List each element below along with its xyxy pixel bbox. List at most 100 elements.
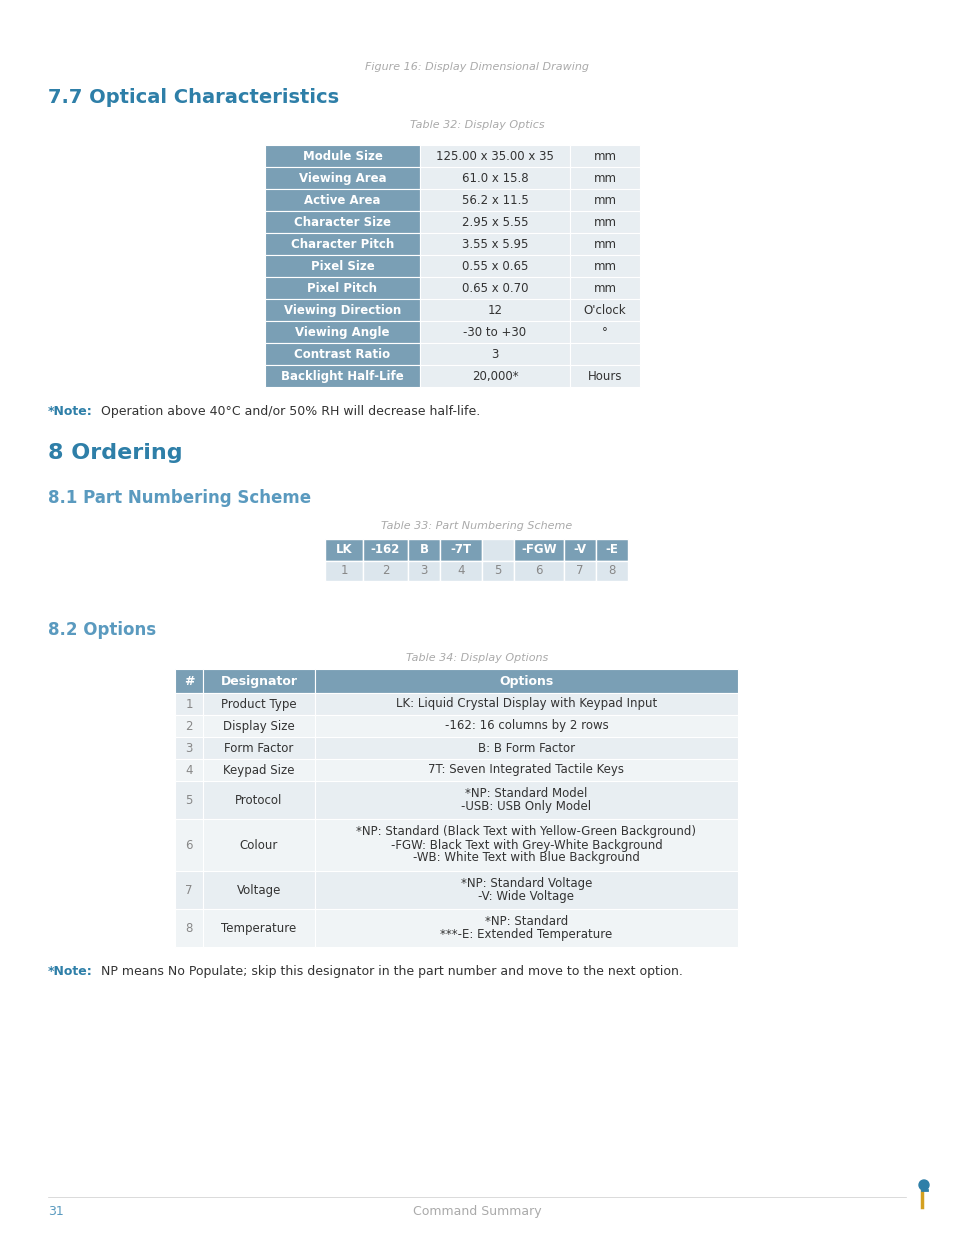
Text: 2.95 x 5.55: 2.95 x 5.55: [461, 216, 528, 228]
Bar: [314, 669, 738, 693]
Text: Viewing Direction: Viewing Direction: [284, 304, 400, 317]
Text: -E: -E: [605, 543, 618, 556]
Text: 1: 1: [185, 698, 193, 711]
Text: -V: Wide Voltage: -V: Wide Voltage: [478, 890, 574, 903]
Text: 8.2 Options: 8.2 Options: [48, 621, 156, 638]
Bar: [314, 760, 738, 781]
Text: mm: mm: [593, 216, 616, 228]
Text: *NP: Standard Model: *NP: Standard Model: [465, 787, 587, 800]
Bar: [174, 715, 203, 737]
Bar: [174, 781, 203, 819]
Text: Viewing Angle: Viewing Angle: [294, 326, 390, 338]
Bar: [569, 189, 639, 211]
Bar: [563, 538, 596, 561]
Circle shape: [918, 1179, 928, 1191]
Text: Backlight Half-Life: Backlight Half-Life: [281, 370, 403, 383]
Text: *NP: Standard: *NP: Standard: [484, 915, 568, 927]
Text: Display Size: Display Size: [223, 720, 294, 734]
Text: Figure 16: Display Dimensional Drawing: Figure 16: Display Dimensional Drawing: [365, 62, 588, 72]
Text: mm: mm: [593, 238, 616, 251]
Text: LK: Liquid Crystal Display with Keypad Input: LK: Liquid Crystal Display with Keypad I…: [395, 698, 657, 710]
Bar: [408, 538, 439, 561]
Bar: [203, 871, 314, 909]
Text: 56.2 x 11.5: 56.2 x 11.5: [461, 194, 528, 207]
Bar: [419, 211, 569, 233]
Bar: [419, 321, 569, 343]
Bar: [563, 561, 596, 580]
Text: -162: 16 columns by 2 rows: -162: 16 columns by 2 rows: [444, 720, 608, 732]
Bar: [481, 538, 514, 561]
Text: 2: 2: [185, 720, 193, 734]
Text: *Note:: *Note:: [48, 965, 92, 978]
Text: Character Size: Character Size: [294, 216, 391, 228]
Bar: [569, 366, 639, 387]
Bar: [419, 189, 569, 211]
Bar: [314, 781, 738, 819]
Text: 20,000*: 20,000*: [471, 370, 517, 383]
Text: -162: -162: [371, 543, 399, 556]
Bar: [439, 561, 481, 580]
Text: 7: 7: [576, 564, 583, 577]
Text: Table 34: Display Options: Table 34: Display Options: [405, 653, 548, 663]
Text: 4: 4: [185, 764, 193, 777]
Text: 3.55 x 5.95: 3.55 x 5.95: [461, 238, 528, 251]
Text: *NP: Standard Voltage: *NP: Standard Voltage: [460, 877, 592, 890]
Text: *Note:: *Note:: [48, 405, 92, 417]
Text: Pixel Pitch: Pixel Pitch: [307, 282, 377, 295]
Bar: [174, 737, 203, 760]
Text: Command Summary: Command Summary: [413, 1205, 540, 1218]
Bar: [481, 561, 514, 580]
Bar: [265, 211, 419, 233]
Bar: [314, 819, 738, 871]
Text: Table 33: Part Numbering Scheme: Table 33: Part Numbering Scheme: [381, 521, 572, 531]
Text: -USB: USB Only Model: -USB: USB Only Model: [461, 800, 591, 813]
Text: -FGW: -FGW: [520, 543, 557, 556]
Text: Active Area: Active Area: [304, 194, 380, 207]
Bar: [419, 167, 569, 189]
Bar: [265, 189, 419, 211]
Bar: [325, 538, 363, 561]
Text: -V: -V: [573, 543, 586, 556]
Bar: [265, 233, 419, 254]
Text: #: #: [184, 676, 194, 688]
Bar: [569, 321, 639, 343]
Bar: [596, 538, 627, 561]
Text: Colour: Colour: [239, 839, 278, 852]
Text: 8.1 Part Numbering Scheme: 8.1 Part Numbering Scheme: [48, 489, 311, 508]
Bar: [569, 144, 639, 167]
Text: Temperature: Temperature: [221, 923, 296, 935]
Bar: [314, 737, 738, 760]
Bar: [569, 299, 639, 321]
Bar: [314, 693, 738, 715]
Text: Protocol: Protocol: [235, 794, 282, 806]
Text: 125.00 x 35.00 x 35: 125.00 x 35.00 x 35: [436, 149, 554, 163]
Text: 0.55 x 0.65: 0.55 x 0.65: [461, 261, 528, 273]
Bar: [363, 561, 408, 580]
Bar: [265, 299, 419, 321]
Text: 3: 3: [185, 742, 193, 755]
Text: -WB: White Text with Blue Background: -WB: White Text with Blue Background: [413, 851, 639, 864]
Text: Operation above 40°C and/or 50% RH will decrease half-life.: Operation above 40°C and/or 50% RH will …: [101, 405, 479, 417]
Text: Module Size: Module Size: [302, 149, 382, 163]
Text: Table 32: Display Optics: Table 32: Display Optics: [409, 120, 544, 130]
Bar: [203, 715, 314, 737]
Bar: [419, 144, 569, 167]
Text: 0.65 x 0.70: 0.65 x 0.70: [461, 282, 528, 295]
Bar: [174, 693, 203, 715]
Text: 6: 6: [185, 839, 193, 852]
Bar: [265, 321, 419, 343]
Bar: [569, 167, 639, 189]
Bar: [203, 819, 314, 871]
Text: 3: 3: [491, 348, 498, 361]
Text: 31: 31: [48, 1205, 64, 1218]
Text: LK: LK: [335, 543, 352, 556]
Text: Product Type: Product Type: [221, 698, 296, 711]
Bar: [265, 254, 419, 277]
Bar: [174, 669, 203, 693]
Bar: [419, 254, 569, 277]
Bar: [203, 909, 314, 947]
Text: Character Pitch: Character Pitch: [291, 238, 394, 251]
Bar: [419, 233, 569, 254]
Bar: [569, 211, 639, 233]
Bar: [569, 277, 639, 299]
